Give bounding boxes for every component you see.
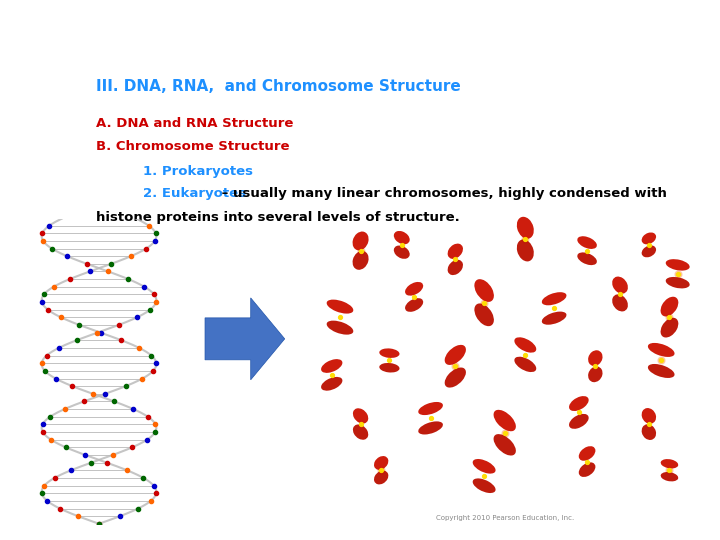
Ellipse shape (394, 246, 410, 259)
Ellipse shape (445, 345, 466, 365)
Ellipse shape (472, 459, 495, 474)
Ellipse shape (588, 350, 603, 366)
Ellipse shape (514, 357, 536, 372)
Ellipse shape (405, 298, 423, 312)
Text: – usually many linear chromosomes, highly condensed with: – usually many linear chromosomes, highl… (217, 187, 667, 200)
Ellipse shape (517, 239, 534, 261)
Ellipse shape (418, 402, 443, 415)
Ellipse shape (418, 421, 443, 435)
Ellipse shape (472, 478, 495, 493)
FancyArrow shape (205, 298, 284, 380)
Ellipse shape (588, 367, 603, 382)
Ellipse shape (474, 303, 494, 326)
Ellipse shape (327, 321, 354, 335)
Text: III. DNA, RNA,  and Chromosome Structure: III. DNA, RNA, and Chromosome Structure (96, 79, 460, 94)
Ellipse shape (321, 359, 343, 373)
Ellipse shape (379, 348, 400, 358)
Ellipse shape (579, 446, 595, 461)
Ellipse shape (577, 236, 597, 249)
Ellipse shape (666, 259, 690, 271)
Text: histone proteins into several levels of structure.: histone proteins into several levels of … (96, 211, 459, 224)
Ellipse shape (660, 318, 678, 338)
Ellipse shape (642, 245, 656, 258)
Ellipse shape (648, 364, 675, 378)
Ellipse shape (374, 456, 388, 470)
Ellipse shape (661, 472, 678, 481)
Ellipse shape (642, 232, 656, 245)
Ellipse shape (321, 377, 343, 390)
Ellipse shape (642, 424, 656, 440)
Ellipse shape (327, 300, 354, 314)
Ellipse shape (579, 462, 595, 477)
Text: B. Chromosome Structure: B. Chromosome Structure (96, 140, 289, 153)
Ellipse shape (353, 424, 368, 440)
Ellipse shape (445, 368, 466, 388)
Ellipse shape (448, 260, 463, 275)
Ellipse shape (494, 434, 516, 456)
Ellipse shape (577, 252, 597, 265)
Text: 2. Eukaryotes: 2. Eukaryotes (143, 187, 246, 200)
Ellipse shape (666, 277, 690, 288)
Ellipse shape (448, 244, 463, 259)
Ellipse shape (542, 312, 567, 325)
Ellipse shape (394, 231, 410, 244)
Text: 1. Prokaryotes: 1. Prokaryotes (143, 165, 253, 178)
Ellipse shape (612, 276, 628, 294)
Ellipse shape (494, 410, 516, 431)
Ellipse shape (660, 296, 678, 316)
Ellipse shape (569, 396, 589, 411)
Ellipse shape (353, 232, 369, 251)
Ellipse shape (353, 408, 368, 423)
Ellipse shape (353, 251, 369, 270)
Ellipse shape (405, 282, 423, 296)
Ellipse shape (379, 363, 400, 373)
Ellipse shape (612, 294, 628, 312)
Ellipse shape (661, 459, 678, 468)
Ellipse shape (514, 338, 536, 353)
Ellipse shape (474, 279, 494, 302)
Text: Copyright 2010 Pearson Education, Inc.: Copyright 2010 Pearson Education, Inc. (436, 515, 574, 521)
Ellipse shape (642, 408, 656, 424)
Ellipse shape (517, 217, 534, 239)
Ellipse shape (569, 414, 589, 429)
Text: A. DNA and RNA Structure: A. DNA and RNA Structure (96, 117, 293, 130)
Ellipse shape (648, 343, 675, 357)
Ellipse shape (374, 470, 388, 484)
Ellipse shape (542, 292, 567, 305)
